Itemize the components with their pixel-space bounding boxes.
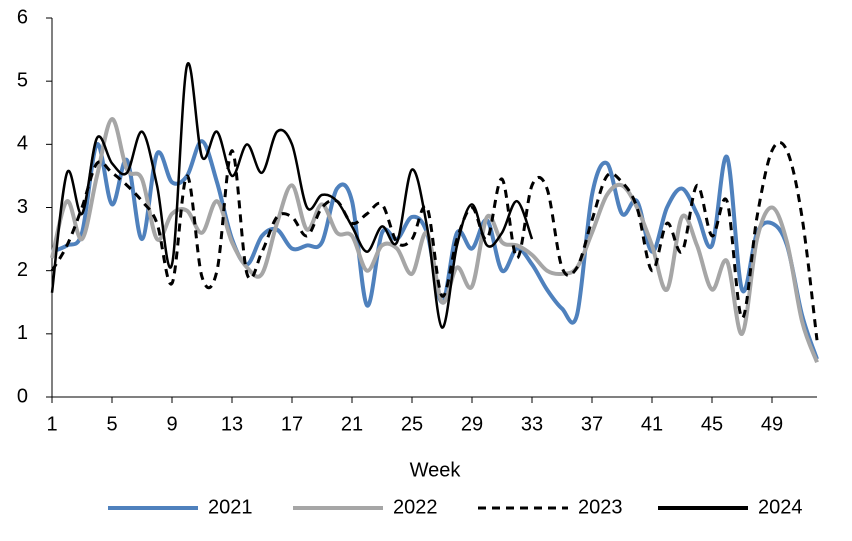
x-tick-label: 41 <box>641 413 663 435</box>
y-tick-label: 5 <box>17 69 28 91</box>
x-tick-label: 37 <box>581 413 603 435</box>
x-tick-label: 25 <box>401 413 423 435</box>
legend-label: 2024 <box>758 496 803 518</box>
y-tick-label: 2 <box>17 259 28 281</box>
line <box>50 140 819 341</box>
x-tick-label: 33 <box>521 413 543 435</box>
x-tick-label: 49 <box>761 413 783 435</box>
y-tick-label: 1 <box>17 322 28 344</box>
legend-label: 2023 <box>578 496 623 518</box>
x-axis-label: Week <box>410 459 462 481</box>
legend-label: 2022 <box>393 496 438 518</box>
x-tick-label: 5 <box>106 413 117 435</box>
x-tick-label: 13 <box>221 413 243 435</box>
x-tick-label: 45 <box>701 413 723 435</box>
x-tick-label: 9 <box>166 413 177 435</box>
x-tick-label: 29 <box>461 413 483 435</box>
line <box>50 61 534 329</box>
legend-label: 2021 <box>208 496 253 518</box>
y-tick-label: 3 <box>17 196 28 218</box>
y-tick-label: 0 <box>17 385 28 407</box>
x-tick-label: 1 <box>46 413 57 435</box>
x-tick-label: 21 <box>341 413 363 435</box>
y-tick-label: 6 <box>17 6 28 28</box>
line <box>50 117 819 363</box>
y-tick-label: 4 <box>17 133 28 155</box>
x-tick-label: 17 <box>281 413 303 435</box>
